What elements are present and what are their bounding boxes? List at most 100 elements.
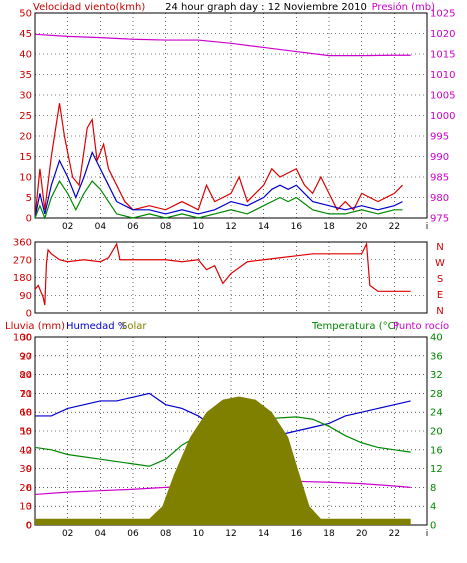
legend-solar: Solar (121, 321, 147, 332)
compass-n-bottom: N (436, 306, 443, 317)
y-right-tick-label: 12 (430, 464, 443, 475)
y-left-tick-label: 50 (19, 9, 32, 20)
y-mid-tick-label: 18 (21, 409, 33, 419)
panel-2 (34, 241, 428, 314)
panel-3 (34, 336, 428, 526)
x-tick-label: i (426, 529, 429, 539)
y-left-tick-label: 0 (26, 214, 32, 225)
y-right-tick-label: 16 (430, 445, 443, 456)
y-right-tick-label: 995 (430, 132, 449, 143)
legend-dewpoint: Punto rocío (393, 320, 449, 332)
y-left-tick-label: 90 (19, 291, 32, 302)
x-tick-label: 10 (193, 222, 205, 232)
x-tick-label: 06 (127, 529, 139, 539)
y-left-tick-label: 70 (19, 389, 32, 400)
y-left-tick-label: 360 (13, 238, 32, 249)
y-left-tick-label: 30 (19, 464, 32, 475)
y-right-tick-label: 32 (430, 370, 443, 381)
y-left-tick-label: 15 (19, 152, 32, 163)
y-mid-tick-label: 27 (21, 352, 32, 362)
y-mid-tick-label: 0 (26, 522, 32, 532)
y-left-tick-label: 10 (19, 502, 32, 513)
y-right-tick-label: 1020 (430, 29, 455, 40)
y-mid-tick-label: 21 (21, 390, 32, 400)
y-right-tick-label: 975 (430, 214, 449, 225)
series-line (34, 241, 411, 306)
x-tick-label: 04 (95, 529, 107, 539)
y-right-tick-label: 0 (430, 521, 436, 532)
x-tick-label: 18 (323, 222, 335, 232)
y-left-tick-label: 60 (19, 408, 32, 419)
x-tick-label: 14 (258, 222, 270, 232)
series-line (34, 33, 411, 57)
y-right-tick-label: 1000 (430, 111, 455, 122)
y-left-tick-label: 25 (19, 111, 32, 122)
series-area (35, 396, 411, 525)
legend-humidity: Humedad % (66, 321, 127, 332)
y-left-tick-label: 100 (13, 333, 32, 344)
x-tick-label: 16 (291, 529, 303, 539)
x-tick-label: 20 (356, 529, 368, 539)
y-right-tick-label: 980 (430, 193, 449, 204)
y-mid-tick-label: 9 (26, 465, 32, 475)
wind-axis-label: Velocidad viento(kmh) (33, 2, 145, 13)
x-tick-label: 02 (62, 529, 73, 539)
chart-title: 24 hour graph day : 12 Noviembre 2010 (165, 2, 367, 13)
x-tick-label: 16 (291, 222, 303, 232)
y-left-tick-label: 20 (19, 483, 32, 494)
y-mid-tick-label: 24 (21, 371, 33, 381)
compass-e: E (437, 290, 443, 301)
y-left-tick-label: 10 (19, 173, 32, 184)
y-left-tick-label: 35 (19, 70, 32, 81)
x-tick-label: 22 (389, 529, 400, 539)
x-tick-label: 14 (258, 529, 270, 539)
y-mid-tick-label: 12 (21, 446, 32, 456)
y-right-tick-label: 40 (430, 333, 443, 344)
y-left-tick-label: 80 (19, 370, 32, 381)
y-right-tick-label: 1025 (430, 9, 455, 20)
series-line (34, 150, 403, 219)
x-tick-label: 06 (127, 222, 139, 232)
y-right-tick-label: 1010 (430, 70, 455, 81)
y-left-tick-label: 45 (19, 29, 32, 40)
pressure-axis-label: Presión (mb) (372, 1, 436, 13)
y-right-tick-label: 36 (430, 351, 443, 362)
y-mid-tick-label: 30 (21, 334, 33, 344)
y-left-tick-label: 40 (19, 445, 32, 456)
y-left-tick-label: 0 (26, 521, 32, 532)
compass-w: W (435, 258, 445, 269)
panel-1 (34, 12, 428, 220)
y-right-tick-label: 1015 (430, 50, 455, 61)
y-left-tick-label: 40 (19, 50, 32, 61)
legend-rain: Lluvia (mm) (5, 321, 65, 332)
series-line (34, 103, 403, 219)
y-mid-tick-label: 3 (26, 503, 32, 513)
x-tick-label: 20 (356, 222, 368, 232)
y-left-tick-label: 20 (19, 132, 32, 143)
y-right-tick-label: 8 (430, 483, 436, 494)
y-right-tick-label: 1005 (430, 91, 455, 102)
x-tick-label: 02 (62, 222, 73, 232)
y-mid-tick-label: 6 (26, 484, 32, 494)
x-tick-label: 22 (389, 222, 400, 232)
y-left-tick-label: 180 (13, 273, 32, 284)
y-left-tick-label: 5 (26, 193, 32, 204)
x-tick-label: 18 (323, 529, 335, 539)
x-tick-label: 12 (225, 529, 236, 539)
y-right-tick-label: 990 (430, 152, 449, 163)
x-tick-label: 10 (193, 529, 205, 539)
y-right-tick-label: 985 (430, 173, 449, 184)
y-left-tick-label: 270 (13, 255, 32, 266)
series-line (34, 179, 403, 220)
y-right-tick-label: 24 (430, 408, 443, 419)
x-tick-label: 08 (160, 529, 172, 539)
y-right-tick-label: 28 (430, 389, 443, 400)
compass-s: S (437, 274, 443, 285)
y-right-tick-label: 20 (430, 427, 443, 438)
y-left-tick-label: 30 (19, 91, 32, 102)
x-tick-label: 12 (225, 222, 236, 232)
x-tick-label: i (426, 222, 429, 232)
y-left-tick-label: 0 (26, 309, 32, 320)
x-tick-label: 08 (160, 222, 172, 232)
y-mid-tick-label: 15 (21, 428, 32, 438)
